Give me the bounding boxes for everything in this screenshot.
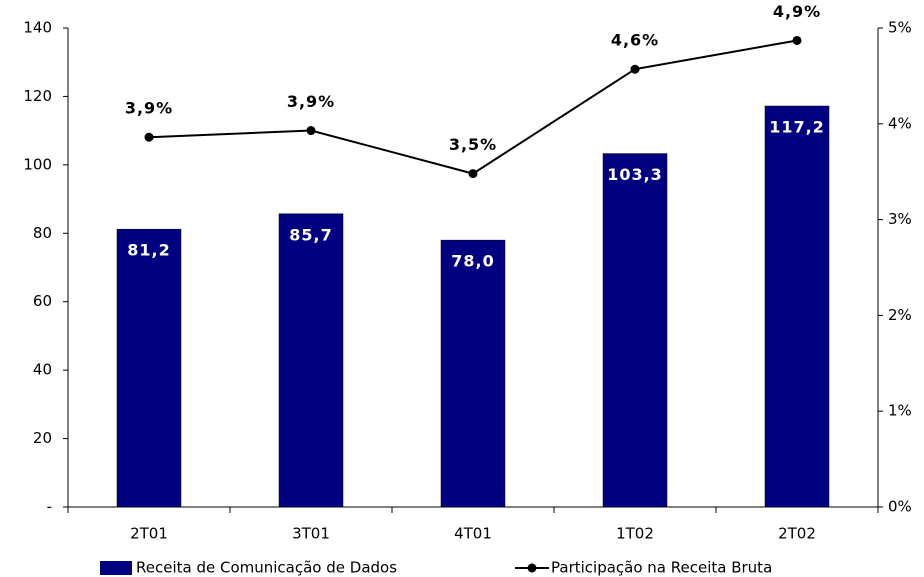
y2-tick-label: 1% (888, 402, 912, 420)
y-tick-label: 140 (23, 19, 52, 37)
y2-tick-label: 5% (888, 19, 912, 37)
x-tick-label: 2T02 (778, 525, 816, 543)
bar (764, 105, 830, 508)
bar-value-label: 117,2 (769, 118, 825, 137)
y-tick-label: 80 (33, 224, 52, 242)
y-tick-label: 20 (33, 429, 52, 447)
bar-value-label: 85,7 (289, 225, 332, 244)
y-tick-label: 60 (33, 292, 52, 310)
line-point (468, 169, 478, 179)
line-value-label: 3,9% (287, 92, 335, 111)
line-point (306, 126, 316, 136)
x-tick-label: 4T01 (454, 525, 492, 543)
legend-swatch (527, 563, 537, 573)
bar-value-label: 81,2 (127, 241, 170, 260)
legend-swatch (100, 561, 132, 575)
y-tick-label: 100 (23, 155, 52, 173)
line-value-label: 4,6% (611, 31, 659, 50)
y2-tick-label: 0% (888, 498, 912, 516)
line-value-label: 3,9% (125, 99, 173, 118)
line-point (792, 35, 802, 45)
y-tick-label: 120 (23, 87, 52, 105)
x-tick-label: 3T01 (292, 525, 330, 543)
y2-tick-label: 2% (888, 306, 912, 324)
bar-value-label: 103,3 (607, 165, 663, 184)
line-value-label: 3,5% (449, 135, 497, 154)
bar-value-label: 78,0 (451, 252, 494, 271)
bar (602, 153, 668, 508)
y-tick-label: 40 (33, 361, 52, 379)
line-point (144, 132, 154, 142)
bar (116, 228, 182, 508)
bar (278, 213, 344, 508)
y2-tick-label: 3% (888, 210, 912, 228)
line-value-label: 4,9% (773, 2, 821, 21)
x-tick-label: 2T01 (130, 525, 168, 543)
y-tick-label: - (47, 498, 52, 516)
y2-tick-label: 4% (888, 114, 912, 132)
legend-label: Receita de Comunicação de Dados (136, 559, 397, 577)
x-tick-label: 1T02 (616, 525, 654, 543)
legend-label: Participação na Receita Bruta (551, 559, 772, 577)
bar (440, 239, 506, 508)
line-point (630, 64, 640, 74)
